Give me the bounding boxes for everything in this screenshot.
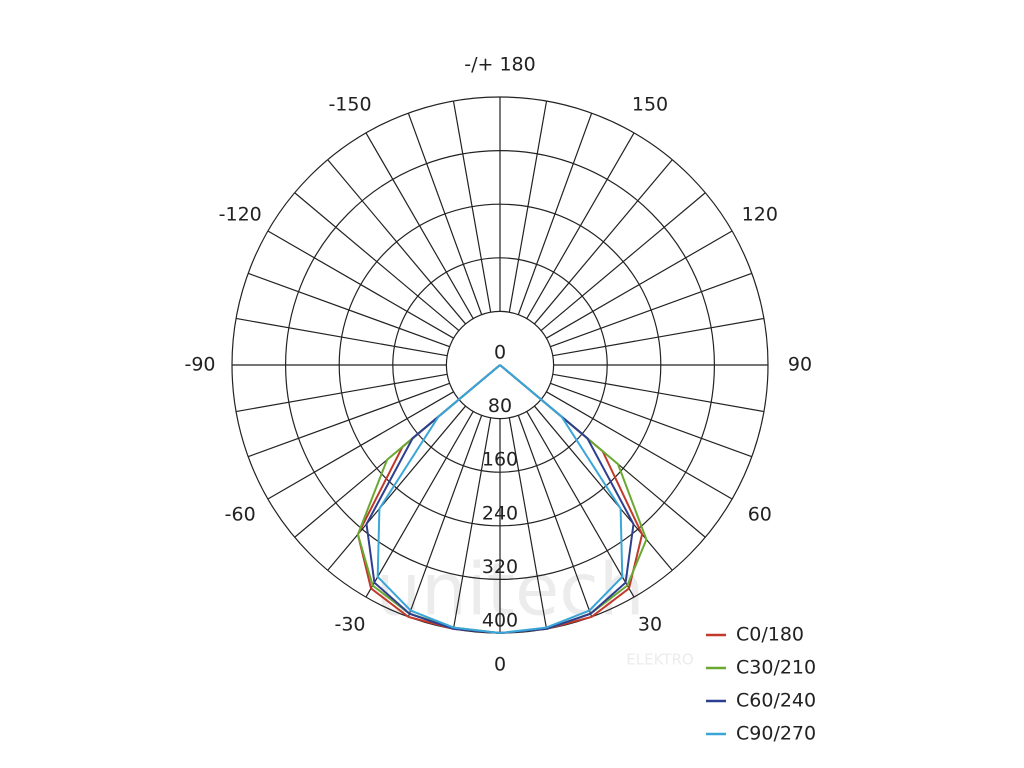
legend-label: C60/240 [736, 690, 816, 712]
spoke [546, 391, 733, 500]
watermark-sub: ELEKTRO [626, 651, 693, 669]
r-tick-label: 0 [494, 342, 506, 364]
theta-tick-label: -150 [328, 94, 371, 116]
spoke [550, 272, 753, 348]
r-tick-label: 80 [488, 395, 512, 417]
spoke [294, 192, 460, 332]
spoke [327, 405, 467, 571]
spoke [235, 373, 448, 413]
spoke [533, 159, 673, 325]
series-line [376, 364, 624, 635]
legend-label: C90/270 [736, 723, 816, 745]
legend-label: C30/210 [736, 657, 816, 679]
spoke [365, 411, 474, 598]
spoke [550, 382, 753, 458]
theta-tick-label: -/+ 180 [464, 54, 535, 76]
theta-tick-label: 30 [638, 613, 662, 635]
spoke [552, 317, 765, 357]
spoke [327, 159, 467, 325]
r-tick-label: 400 [482, 610, 518, 632]
theta-tick-label: -60 [225, 504, 256, 526]
spoke [533, 405, 673, 571]
spoke [508, 417, 548, 630]
spoke [452, 100, 492, 313]
r-tick-label: 160 [482, 449, 518, 471]
spoke [526, 411, 635, 598]
theta-tick-label: -120 [219, 204, 262, 226]
theta-tick-label: 120 [742, 204, 778, 226]
spoke [267, 230, 454, 339]
theta-tick-label: -30 [334, 613, 365, 635]
spoke [365, 132, 474, 319]
spoke [452, 417, 492, 630]
legend-label: C0/180 [736, 624, 804, 646]
theta-tick-label: 150 [632, 94, 668, 116]
theta-tick-label: 60 [748, 504, 772, 526]
spoke [526, 132, 635, 319]
spoke [407, 112, 483, 315]
spoke [508, 100, 548, 313]
spoke [235, 317, 448, 357]
theta-tick-label: -90 [184, 354, 215, 376]
theta-tick-label: 0 [494, 654, 506, 676]
theta-tick-label: 90 [788, 354, 812, 376]
spoke [540, 192, 706, 332]
spoke [247, 272, 450, 348]
r-tick-label: 320 [482, 556, 518, 578]
spoke [517, 415, 593, 618]
spoke [247, 382, 450, 458]
spoke [552, 373, 765, 413]
spoke [267, 391, 454, 500]
r-tick-label: 240 [482, 502, 518, 524]
spoke [517, 112, 593, 315]
spoke [546, 230, 733, 339]
spoke [407, 415, 483, 618]
